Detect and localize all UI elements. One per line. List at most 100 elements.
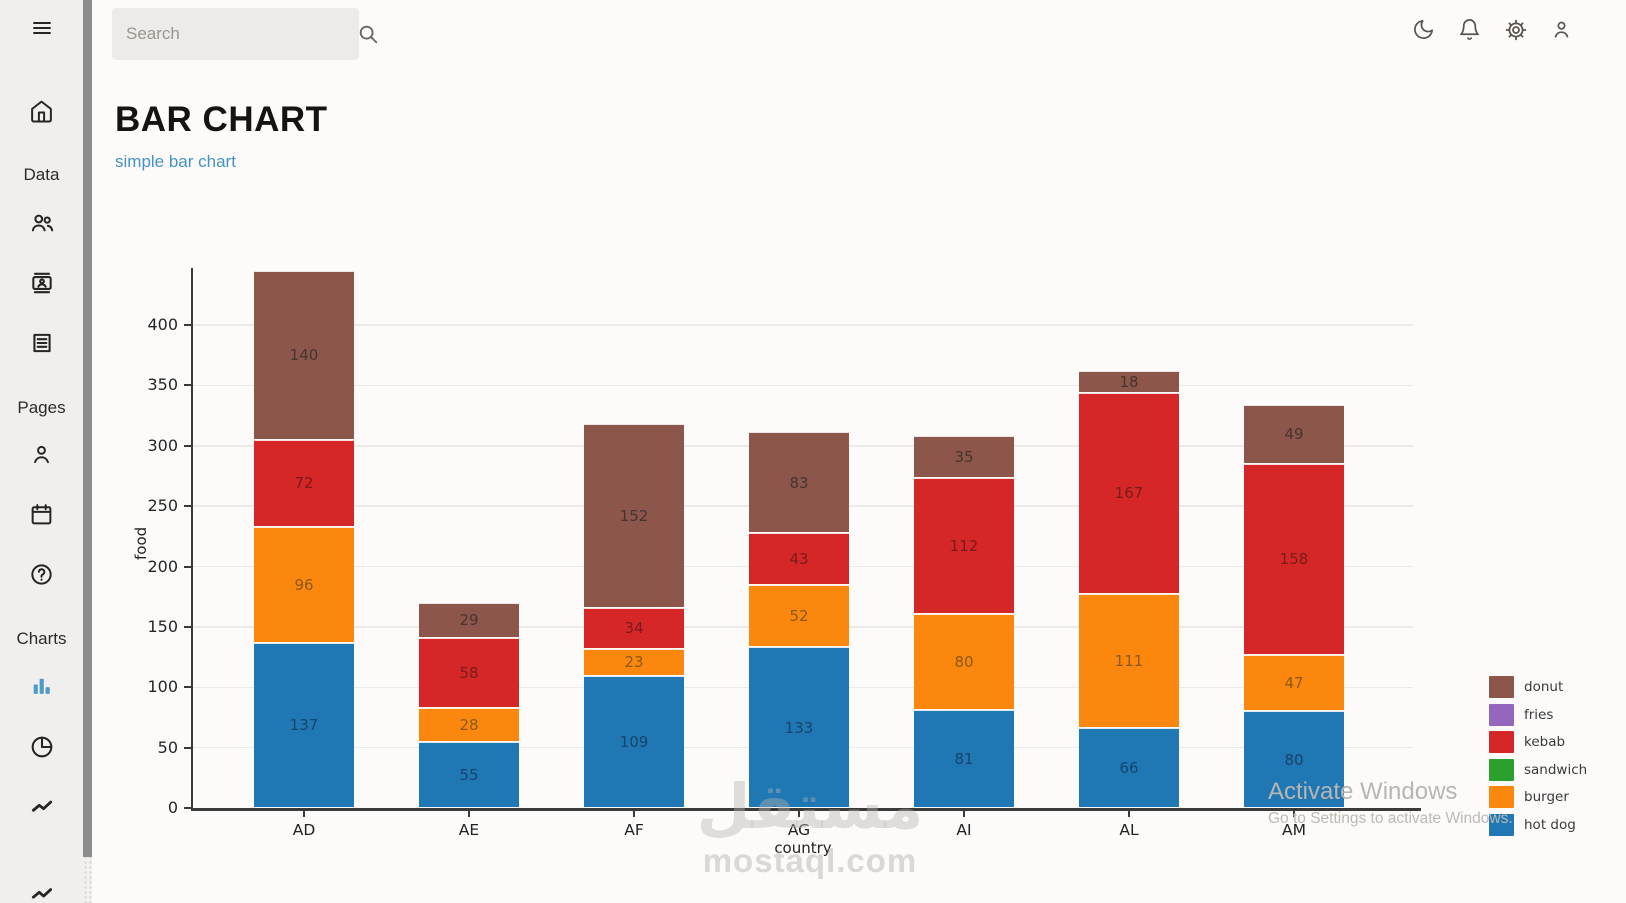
sidebar-item-extra-chart[interactable]	[0, 884, 83, 903]
bar-segment-donut[interactable]: 18	[1079, 370, 1179, 392]
x-tickmark	[1293, 810, 1295, 817]
x-tick-label: AM	[1282, 821, 1306, 839]
bar-segment-kebab[interactable]: 112	[914, 478, 1014, 613]
bar-value-label: 34	[624, 619, 644, 638]
bar-segment-donut[interactable]: 35	[914, 436, 1014, 478]
receipt-icon	[29, 330, 55, 361]
bar-segment-donut[interactable]: 29	[419, 602, 519, 637]
legend-item-hot-dog[interactable]: hot dog	[1489, 814, 1576, 836]
sidebar-item-invoices[interactable]	[0, 332, 83, 358]
sidebar-item-pie-chart[interactable]	[0, 736, 83, 762]
y-axis-line	[190, 268, 193, 810]
x-tick-label: AG	[787, 821, 811, 839]
bar-segment-hot-dog[interactable]: 109	[584, 676, 684, 807]
legend-item-sandwich[interactable]: sandwich	[1489, 758, 1587, 781]
line-chart-icon	[29, 882, 55, 903]
legend-item-burger[interactable]: burger	[1489, 786, 1569, 809]
dark-mode-button[interactable]	[1411, 17, 1436, 42]
menu-button[interactable]	[0, 17, 83, 43]
page-subtitle: simple bar chart	[115, 152, 236, 171]
bar-segment-donut[interactable]: 49	[1244, 404, 1344, 463]
y-tick-label: 400	[147, 315, 178, 334]
y-tickmark	[184, 384, 193, 387]
bar-segment-burger[interactable]: 23	[584, 648, 684, 676]
bar-segment-burger[interactable]: 52	[749, 584, 849, 647]
legend-item-kebab[interactable]: kebab	[1489, 731, 1565, 754]
bar-segment-hot-dog[interactable]: 81	[914, 710, 1014, 807]
legend-label: hot dog	[1524, 817, 1576, 833]
bar-segment-kebab[interactable]: 58	[419, 637, 519, 707]
bar-value-label: 28	[459, 715, 479, 734]
y-tick-label: 50	[157, 737, 178, 757]
y-tick-label: 250	[147, 496, 178, 516]
legend-item-fries[interactable]: fries	[1489, 703, 1554, 726]
bar-segment-hot-dog[interactable]: 133	[749, 647, 849, 807]
y-tickmark	[184, 686, 193, 689]
bar-segment-kebab[interactable]: 72	[254, 439, 354, 526]
sidebar-item-calendar[interactable]	[0, 504, 83, 530]
bar-value-label: 52	[789, 607, 809, 625]
bar-value-label: 112	[949, 536, 979, 555]
legend-swatch	[1489, 676, 1514, 698]
x-tickmark	[633, 810, 635, 817]
sidebar-item-contacts[interactable]	[0, 212, 83, 238]
bar-value-label: 49	[1284, 425, 1304, 444]
bar-segment-hot-dog[interactable]: 80	[1244, 711, 1344, 807]
bar-value-label: 140	[289, 346, 319, 365]
x-tick-label: AE	[458, 821, 480, 839]
settings-button[interactable]	[1503, 17, 1528, 42]
sidebar-item-profile[interactable]	[0, 444, 83, 470]
x-tick-label: AD	[292, 821, 316, 839]
profile-button[interactable]	[1549, 17, 1574, 42]
notifications-button[interactable]	[1457, 17, 1482, 42]
bar-segment-kebab[interactable]: 43	[749, 532, 849, 584]
bar-segment-donut[interactable]: 140	[254, 270, 354, 439]
legend-label: fries	[1524, 706, 1554, 723]
bar-segment-burger[interactable]: 47	[1244, 654, 1344, 711]
sidebar-scrollbar	[83, 0, 92, 903]
bar-segment-hot-dog[interactable]: 55	[419, 741, 519, 807]
sidebar-item-bar-chart[interactable]	[0, 675, 83, 701]
x-tick-label: AL	[1119, 821, 1139, 839]
bar-segment-donut[interactable]: 152	[584, 424, 684, 607]
legend-swatch	[1489, 731, 1514, 754]
legend-swatch	[1489, 814, 1514, 836]
bar-chart-icon	[29, 673, 54, 703]
legend-swatch	[1489, 703, 1514, 726]
y-tick-label: 300	[147, 435, 178, 455]
bar-segment-burger[interactable]: 80	[914, 613, 1014, 710]
bar-segment-burger[interactable]: 96	[254, 526, 354, 642]
bar-segment-donut[interactable]: 83	[749, 432, 849, 532]
bar-value-label: 137	[289, 716, 319, 735]
bar-value-label: 83	[789, 473, 809, 492]
y-tick-label: 100	[147, 677, 178, 697]
sidebar-item-home[interactable]	[0, 100, 83, 127]
search-icon[interactable]	[357, 23, 379, 45]
bar-segment-hot-dog[interactable]: 66	[1079, 728, 1179, 807]
bar-segment-burger[interactable]: 28	[419, 707, 519, 741]
bell-icon	[1460, 19, 1479, 40]
people-icon	[29, 210, 55, 241]
gear-icon	[1505, 19, 1526, 40]
sidebar-section-data: Data	[23, 165, 60, 184]
search-input[interactable]	[112, 24, 357, 44]
scrollbar-thumb[interactable]	[83, 0, 92, 857]
sidebar-item-line-chart[interactable]	[0, 796, 83, 822]
y-axis-title: food	[132, 526, 150, 560]
bar-value-label: 167	[1114, 484, 1144, 503]
y-tickmark	[184, 444, 193, 447]
bar-segment-burger[interactable]: 111	[1079, 594, 1179, 728]
bar-value-label: 58	[459, 663, 479, 682]
bar-segment-kebab[interactable]: 34	[584, 607, 684, 648]
topbar-actions	[1411, 17, 1574, 42]
bar-value-label: 109	[619, 733, 649, 752]
legend-item-donut[interactable]: donut	[1489, 676, 1563, 698]
bar-segment-kebab[interactable]: 158	[1244, 463, 1344, 654]
bar-value-label: 133	[784, 718, 814, 737]
sidebar-item-help[interactable]	[0, 564, 83, 590]
bar-value-label: 72	[294, 474, 314, 493]
bar-segment-kebab[interactable]: 167	[1079, 392, 1179, 594]
sidebar-item-contact-info[interactable]	[0, 272, 83, 298]
bar-segment-hot-dog[interactable]: 137	[254, 642, 354, 807]
